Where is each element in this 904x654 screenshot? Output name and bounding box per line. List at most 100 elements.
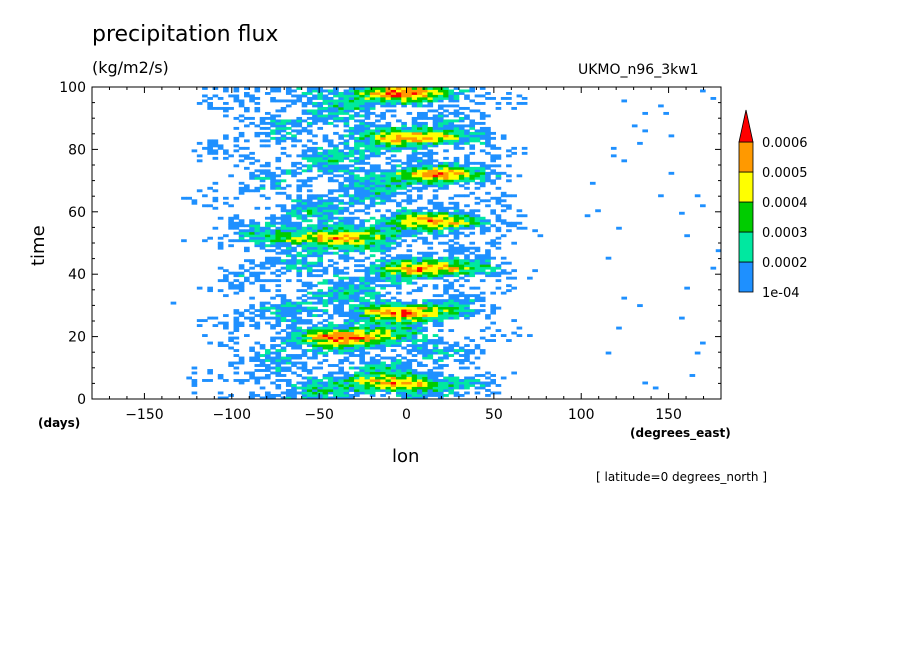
field-cell bbox=[217, 96, 224, 100]
field-cell bbox=[212, 94, 219, 98]
field-cell bbox=[506, 271, 512, 275]
field-cell bbox=[354, 236, 360, 240]
field-cell bbox=[437, 91, 444, 95]
field-cell bbox=[390, 234, 397, 238]
field-cell bbox=[264, 196, 271, 200]
field-cell bbox=[490, 154, 497, 158]
field-cell bbox=[359, 189, 365, 193]
field-cell bbox=[312, 121, 318, 125]
field-cell bbox=[333, 91, 339, 95]
field-cell bbox=[495, 214, 502, 218]
field-cell bbox=[369, 369, 376, 372]
field-cell bbox=[354, 186, 360, 190]
field-cell bbox=[317, 344, 324, 347]
field-cell bbox=[490, 144, 497, 148]
field-cell bbox=[306, 224, 313, 228]
field-cell bbox=[443, 306, 449, 310]
field-cell bbox=[448, 166, 455, 170]
field-cell bbox=[427, 259, 434, 263]
field-cell bbox=[474, 224, 481, 228]
field-cell bbox=[301, 376, 308, 380]
field-cell bbox=[327, 154, 334, 158]
field-cell bbox=[338, 314, 344, 318]
field-cell bbox=[348, 116, 355, 120]
field-cell bbox=[322, 171, 329, 175]
field-cell bbox=[301, 119, 308, 123]
field-cell bbox=[312, 269, 318, 273]
field-cell bbox=[348, 134, 355, 138]
field-cell bbox=[464, 306, 470, 310]
field-cell bbox=[291, 324, 297, 328]
field-cell bbox=[458, 174, 465, 178]
field-cell bbox=[228, 286, 234, 290]
field-cell bbox=[280, 259, 287, 263]
field-cell bbox=[275, 394, 282, 397]
field-cell bbox=[490, 291, 497, 295]
field-cell bbox=[233, 271, 240, 275]
field-cell bbox=[296, 309, 303, 313]
field-cell bbox=[364, 299, 371, 303]
field-cell bbox=[291, 309, 297, 313]
field-cell bbox=[432, 136, 439, 140]
y-tick-label: 40 bbox=[68, 267, 86, 283]
field-cell bbox=[322, 381, 329, 385]
field-cell bbox=[317, 361, 324, 365]
field-cell bbox=[317, 166, 324, 170]
field-cell bbox=[416, 364, 423, 367]
field-cell bbox=[375, 296, 381, 300]
field-cell bbox=[469, 379, 476, 382]
field-cell bbox=[500, 291, 507, 295]
field-cell bbox=[464, 216, 470, 220]
field-cell bbox=[369, 184, 376, 188]
field-cell bbox=[453, 306, 460, 310]
field-cell bbox=[291, 356, 297, 360]
field-cell bbox=[254, 274, 261, 278]
chart-units: (kg/m2/s) bbox=[92, 58, 169, 77]
field-cell bbox=[375, 316, 381, 320]
field-cell bbox=[422, 89, 428, 93]
field-cell bbox=[416, 174, 423, 178]
field-cell bbox=[595, 209, 601, 213]
field-cell bbox=[453, 129, 460, 133]
field-cell bbox=[354, 384, 360, 387]
field-cell bbox=[495, 306, 502, 310]
field-cell bbox=[437, 364, 444, 367]
field-cell bbox=[296, 241, 303, 245]
field-cell bbox=[275, 316, 282, 320]
field-cell bbox=[401, 91, 407, 95]
field-cell bbox=[217, 146, 224, 150]
field-cell bbox=[364, 226, 371, 230]
field-cell bbox=[291, 329, 297, 333]
field-cell bbox=[416, 226, 423, 230]
field-cell bbox=[343, 324, 350, 328]
field-cell bbox=[406, 336, 413, 340]
field-cell bbox=[422, 121, 428, 125]
field-cell bbox=[432, 211, 439, 215]
field-cell bbox=[223, 379, 229, 382]
field-cell bbox=[338, 324, 344, 328]
field-cell bbox=[432, 189, 439, 193]
field-cell bbox=[312, 114, 318, 118]
field-cell bbox=[385, 131, 392, 135]
field-cell bbox=[422, 94, 428, 98]
field-cell bbox=[390, 261, 397, 265]
field-cell bbox=[296, 306, 303, 310]
field-cell bbox=[469, 294, 476, 298]
field-cell bbox=[506, 229, 512, 233]
field-cell bbox=[364, 391, 371, 395]
field-cell bbox=[322, 396, 329, 399]
field-cell bbox=[317, 214, 324, 218]
field-cell bbox=[469, 176, 476, 180]
field-cell bbox=[359, 121, 365, 125]
field-cell bbox=[306, 284, 313, 288]
field-cell bbox=[490, 271, 497, 275]
field-cell bbox=[249, 394, 255, 397]
field-cell bbox=[343, 321, 350, 325]
field-cell bbox=[369, 271, 376, 275]
field-cell bbox=[380, 371, 386, 375]
field-cell bbox=[317, 326, 324, 330]
field-cell bbox=[285, 169, 292, 173]
colorbar-label: 0.0004 bbox=[762, 196, 808, 211]
field-cell bbox=[495, 101, 502, 105]
field-cell bbox=[390, 166, 397, 170]
